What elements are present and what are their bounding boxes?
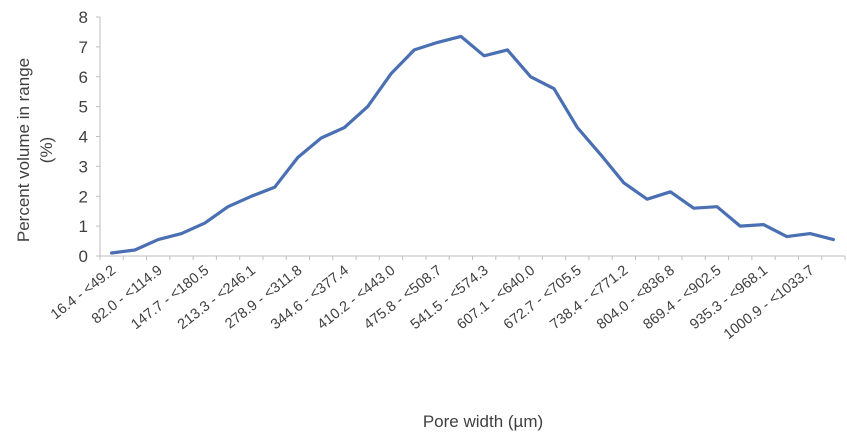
y-tick-label: 0 (79, 247, 88, 266)
y-axis-title-unit: (%) (37, 137, 56, 163)
y-tick-label: 8 (79, 8, 88, 27)
y-axis: 0 1 2 3 4 5 6 7 8 (79, 8, 101, 266)
y-tick-label: 6 (79, 68, 88, 87)
y-tick-label: 7 (79, 38, 88, 57)
y-tick-label: 4 (79, 128, 88, 147)
x-axis-title: Pore width (µm) (423, 412, 543, 431)
series-line (109, 34, 836, 255)
y-axis-title: Percent volume in range (14, 58, 33, 242)
plot-area (109, 34, 836, 255)
y-tick-label: 5 (79, 98, 88, 117)
y-tick-label: 3 (79, 157, 88, 176)
y-tick-label: 2 (79, 187, 88, 206)
y-tick-label: 1 (79, 217, 88, 236)
